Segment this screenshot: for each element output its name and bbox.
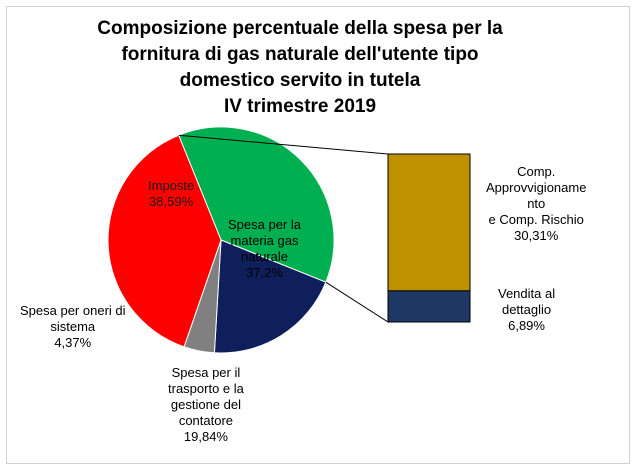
bar-segment [387,153,471,292]
slice-label-trasporto: Spesa per il trasporto e la gestione del… [168,365,244,444]
title-line: Composizione percentuale della spesa per… [97,18,503,39]
chart-title: Composizione percentuale della spesa per… [70,16,530,120]
bar-label-vendita: Vendita al dettaglio 6,89% [498,286,556,333]
connector-line [325,281,389,323]
pie-slice [213,239,327,354]
slice-label-imposte: Imposte 38,59% [148,178,195,209]
pie-slice [107,134,222,348]
chart-frame [6,6,630,464]
slice-label-oneri: Spesa per oneri di sistema 4,37% [20,303,126,350]
bar-label-approvvigionamento: Comp. Approvvigioname nto e Comp. Rischi… [486,164,587,243]
title-line: fornitura di gas naturale dell'utente ti… [121,44,479,65]
bar-segment [387,290,471,323]
slice-label-materia: Spesa per la materia gas naturale 37,2% [228,217,301,280]
title-line: IV trimestre 2019 [223,96,377,117]
connector-line [178,134,389,155]
title-line: domestico servito in tutela [179,70,421,91]
pie-slice [178,126,335,283]
